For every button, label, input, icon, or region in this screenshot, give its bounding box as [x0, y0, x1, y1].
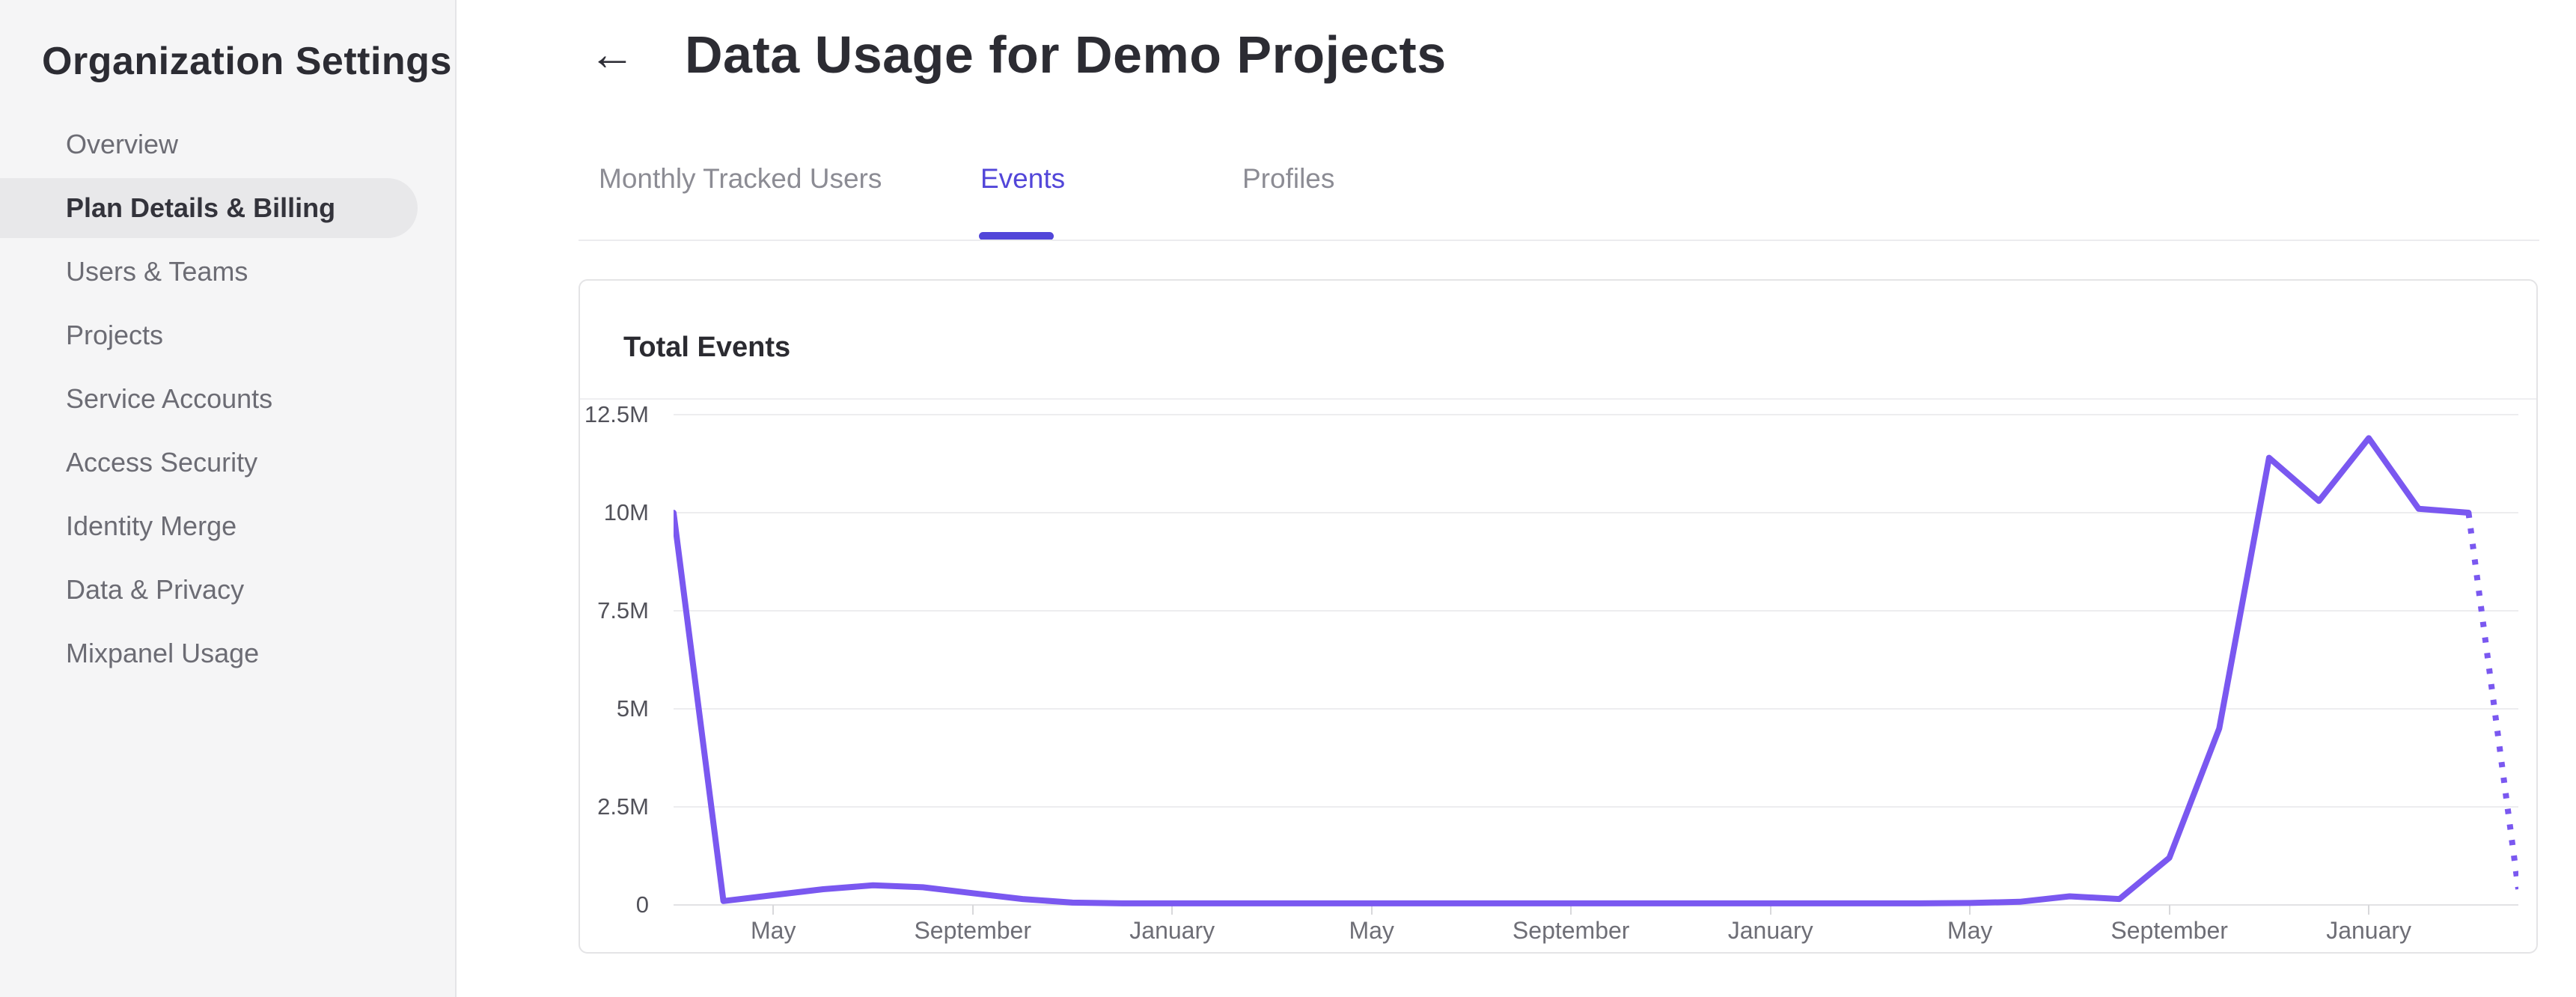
organization-settings-sidebar: Organization Settings Overview Plan Detai… — [0, 0, 457, 997]
sidebar-item-projects[interactable]: Projects — [0, 303, 457, 367]
x-axis-label: January — [1727, 917, 1813, 944]
total-events-line — [674, 435, 2472, 906]
gridline — [674, 806, 2518, 808]
x-axis-label: January — [1129, 917, 1215, 944]
x-axis-tick — [1570, 905, 1572, 915]
gridline — [674, 512, 2518, 513]
y-axis-label: 10M — [603, 499, 649, 525]
sidebar-item-label: Plan Details & Billing — [66, 192, 336, 223]
card-divider — [580, 398, 2536, 400]
sidebar-item-label: Overview — [66, 128, 179, 159]
sidebar-item-users-teams[interactable]: Users & Teams — [0, 240, 457, 303]
total-events-card: Total Events 12.5M 10M 7.5M 5M 2.5M 0 May Septe… — [579, 279, 2538, 954]
x-axis-tick — [772, 905, 775, 915]
sidebar-item-plan-details-billing[interactable]: Plan Details & Billing — [0, 176, 457, 240]
x-axis-tick — [2168, 905, 2170, 915]
tabs-bottom-border — [579, 240, 2539, 241]
page-title: Data Usage for Demo Projects — [685, 25, 1447, 84]
gridline — [674, 610, 2518, 612]
gridline — [674, 414, 2518, 415]
x-axis-tick — [2368, 905, 2370, 915]
sidebar-item-highlight — [0, 178, 418, 238]
sidebar-item-label: Data & Privacy — [66, 573, 245, 605]
x-axis-label: May — [1947, 917, 1993, 944]
sidebar-item-label: Access Security — [66, 446, 258, 478]
sidebar-item-label: Service Accounts — [66, 382, 273, 414]
x-axis-tick — [1370, 905, 1373, 915]
sidebar-item-identity-merge[interactable]: Identity Merge — [0, 494, 457, 558]
x-axis-label: May — [751, 917, 796, 944]
tab-events[interactable]: Events — [980, 163, 1066, 194]
x-axis-tick — [1171, 905, 1173, 915]
sidebar-item-label: Projects — [66, 319, 164, 350]
events-line-plot[interactable] — [674, 406, 2518, 915]
y-axis-label: 12.5M — [584, 401, 649, 427]
tab-profiles[interactable]: Profiles — [1242, 163, 1335, 194]
sidebar-nav: Overview Plan Details & Billing Users & Te… — [0, 112, 457, 685]
x-axis-tick — [1969, 905, 1971, 915]
back-arrow-icon: ← — [589, 28, 635, 80]
total-events-line-incomplete-period — [2465, 512, 2518, 890]
sidebar-item-access-security[interactable]: Access Security — [0, 430, 457, 494]
sidebar-item-label: Identity Merge — [66, 510, 237, 541]
y-axis-label: 0 — [635, 891, 649, 918]
x-axis-label: January — [2326, 917, 2412, 944]
sidebar-title: Organization Settings — [42, 40, 452, 83]
x-axis-tick — [971, 905, 974, 915]
sidebar-item-mixpanel-usage[interactable]: Mixpanel Usage — [0, 621, 457, 685]
x-axis-label: September — [1512, 917, 1630, 944]
x-axis-label: September — [914, 917, 1031, 944]
x-axis-label: September — [2110, 917, 2228, 944]
tab-monthly-tracked-users[interactable]: Monthly Tracked Users — [599, 163, 882, 194]
sidebar-item-overview[interactable]: Overview — [0, 112, 457, 176]
y-axis-label: 5M — [616, 695, 649, 722]
chart-title: Total Events — [623, 332, 791, 363]
sidebar-item-data-privacy[interactable]: Data & Privacy — [0, 558, 457, 621]
y-axis-label: 7.5M — [597, 597, 649, 623]
sidebar-item-label: Users & Teams — [66, 255, 248, 287]
sidebar-item-service-accounts[interactable]: Service Accounts — [0, 367, 457, 430]
sidebar-item-label: Mixpanel Usage — [66, 637, 260, 668]
sidebar-item-highlight — [0, 305, 418, 365]
back-button[interactable]: ← — [586, 28, 638, 81]
sidebar-item-highlight — [0, 115, 418, 174]
x-axis-tick — [1769, 905, 1771, 915]
y-axis-label: 2.5M — [597, 793, 649, 820]
gridline — [674, 708, 2518, 710]
x-axis-label: May — [1349, 917, 1394, 944]
active-tab-underline — [979, 232, 1054, 240]
